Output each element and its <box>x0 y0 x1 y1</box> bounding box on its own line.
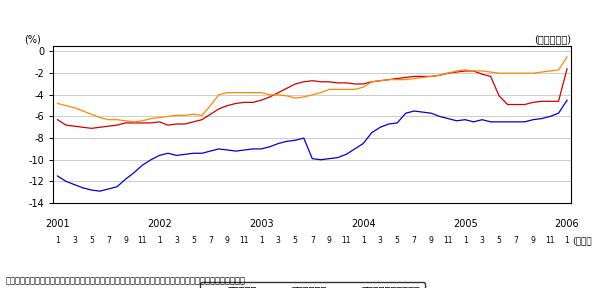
Text: 3: 3 <box>276 236 281 245</box>
Text: 1: 1 <box>259 236 263 245</box>
Text: (年・月): (年・月) <box>572 236 592 245</box>
Text: 7: 7 <box>412 236 417 245</box>
Text: 1: 1 <box>565 236 570 245</box>
Text: 9: 9 <box>123 236 128 245</box>
Text: (%): (%) <box>24 35 40 45</box>
Text: 3: 3 <box>480 236 485 245</box>
Text: 7: 7 <box>514 236 519 245</box>
Text: 2004: 2004 <box>351 219 375 229</box>
Text: 11: 11 <box>443 236 453 245</box>
Text: 9: 9 <box>530 236 536 245</box>
Text: 9: 9 <box>327 236 332 245</box>
Text: 2002: 2002 <box>147 219 172 229</box>
Text: 7: 7 <box>106 236 111 245</box>
Text: 5: 5 <box>395 236 400 245</box>
Text: 1: 1 <box>361 236 366 245</box>
Text: 5: 5 <box>293 236 298 245</box>
Text: 3: 3 <box>378 236 382 245</box>
Text: 2001: 2001 <box>45 219 70 229</box>
Text: 2003: 2003 <box>249 219 274 229</box>
Text: 11: 11 <box>240 236 249 245</box>
Text: 1: 1 <box>463 236 468 245</box>
Text: 2005: 2005 <box>453 219 478 229</box>
Text: 1: 1 <box>55 236 60 245</box>
Text: 2006: 2006 <box>555 219 580 229</box>
Legend: 消費者物価, 国内企業物価, 企業向けサービス価格: 消費者物価, 国内企業物価, 企業向けサービス価格 <box>200 282 424 288</box>
Text: 11: 11 <box>138 236 147 245</box>
Text: 3: 3 <box>174 236 179 245</box>
Text: 9: 9 <box>429 236 433 245</box>
Text: 3: 3 <box>72 236 77 245</box>
Text: (前年同月比): (前年同月比) <box>534 35 571 45</box>
Text: 1: 1 <box>157 236 162 245</box>
Text: 9: 9 <box>225 236 230 245</box>
Text: 5: 5 <box>89 236 94 245</box>
Text: 11: 11 <box>545 236 555 245</box>
Text: 7: 7 <box>310 236 315 245</box>
Text: 5: 5 <box>191 236 196 245</box>
Text: 総務省「消費者物価指数」、日本銀行「国内企業物価指数」及び「企業向けサービス価格指数」により作成: 総務省「消費者物価指数」、日本銀行「国内企業物価指数」及び「企業向けサービス価格… <box>6 276 246 285</box>
Text: 11: 11 <box>342 236 351 245</box>
Text: 7: 7 <box>208 236 213 245</box>
Text: 5: 5 <box>497 236 501 245</box>
